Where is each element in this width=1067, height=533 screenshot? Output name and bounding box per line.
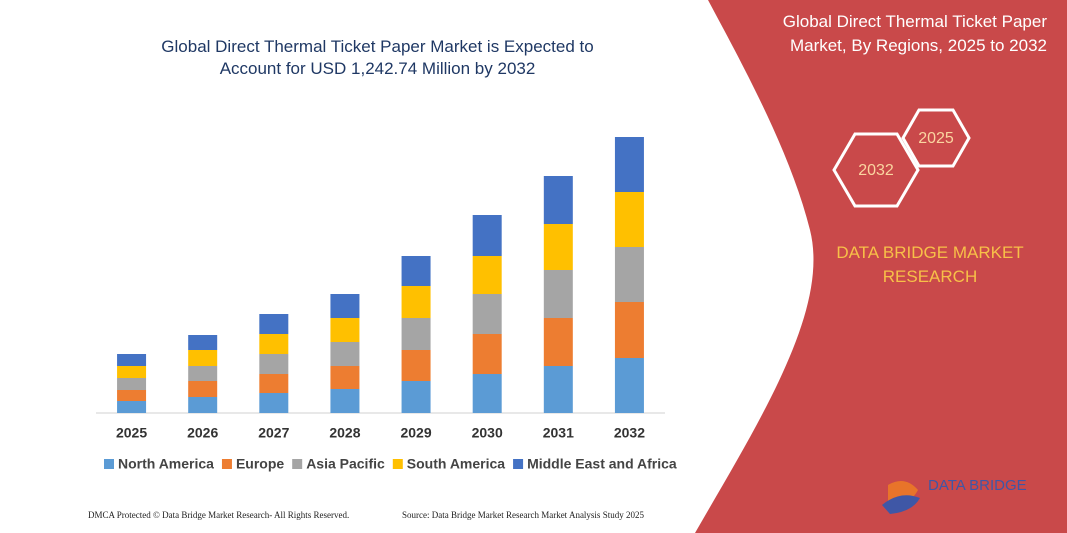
- hexagon-label: 2032: [858, 162, 894, 179]
- legend-label: Asia Pacific: [306, 456, 385, 472]
- x-tick-label: 2026: [187, 425, 218, 441]
- bar-segment: [543, 366, 573, 413]
- x-tick-label: 2025: [116, 425, 147, 441]
- x-tick-label: 2031: [543, 425, 574, 441]
- bar-segment: [330, 318, 360, 342]
- footer-right: Source: Data Bridge Market Research Mark…: [402, 510, 644, 520]
- bar-segment: [401, 381, 431, 413]
- bar-segment: [401, 286, 431, 318]
- legend-swatch: [392, 459, 403, 469]
- bar-segment: [401, 350, 431, 381]
- legend-label: North America: [118, 456, 214, 472]
- legend-swatch: [292, 459, 303, 469]
- x-tick-label: 2029: [400, 425, 431, 441]
- hexagon-label: 2025: [918, 130, 954, 147]
- x-tick-label: 2030: [472, 425, 503, 441]
- legend-swatch: [221, 459, 232, 469]
- bar-segment: [117, 354, 147, 366]
- bar-segment: [614, 192, 644, 247]
- hexagon: [832, 132, 920, 208]
- bar-segment: [472, 334, 502, 374]
- bar-segment: [472, 215, 502, 256]
- bar-segment: [117, 401, 147, 413]
- x-tick-label: 2032: [614, 425, 645, 441]
- bar-segment: [472, 256, 502, 294]
- legend-label: Middle East and Africa: [527, 456, 677, 472]
- bar-segment: [188, 350, 218, 366]
- bar-segment: [543, 318, 573, 366]
- legend-swatch: [513, 459, 524, 469]
- x-tick-label: 2027: [258, 425, 289, 441]
- bar-segment: [259, 334, 289, 354]
- bar-segment: [259, 314, 289, 334]
- bar-segment: [259, 354, 289, 374]
- bar-segment: [614, 137, 644, 192]
- bar-segment: [188, 335, 218, 350]
- bar-segment: [188, 397, 218, 413]
- logo-text: DATA BRIDGE: [928, 477, 1027, 494]
- bar-segment: [614, 358, 644, 413]
- bar-segment: [543, 270, 573, 318]
- hexagon: [901, 108, 971, 168]
- bar-segment: [117, 378, 147, 390]
- logo-mark: [882, 495, 920, 514]
- footer-left: DMCA Protected © Data Bridge Market Rese…: [88, 510, 349, 520]
- bar-segment: [330, 366, 360, 389]
- bar-segment: [117, 390, 147, 401]
- bar-segment: [543, 176, 573, 224]
- bar-segment: [188, 381, 218, 397]
- bar-segment: [188, 366, 218, 381]
- legend-swatch: [104, 459, 114, 469]
- legend-label: Europe: [236, 456, 284, 472]
- legend-label: South America: [407, 456, 505, 472]
- bar-segment: [330, 294, 360, 318]
- red-panel: [695, 0, 1067, 533]
- chart-title: Global Direct Thermal Ticket Paper Marke…: [161, 37, 594, 78]
- bar-segment: [472, 374, 502, 413]
- bar-segment: [543, 224, 573, 270]
- bar-segment: [614, 302, 644, 358]
- bar-segment: [330, 342, 360, 366]
- bar-segment: [259, 393, 289, 413]
- bar-segment: [401, 318, 431, 350]
- bar-segment: [330, 389, 360, 413]
- x-tick-label: 2028: [329, 425, 360, 441]
- brand: DATA BRIDGE MARKET RESEARCH: [836, 243, 1024, 286]
- bar-segment: [117, 366, 147, 378]
- panel-title: Global Direct Thermal Ticket Paper Marke…: [782, 12, 1047, 55]
- bar-segment: [614, 247, 644, 302]
- bar-segment: [401, 256, 431, 286]
- bar-segment: [472, 294, 502, 334]
- bar-segment: [259, 374, 289, 393]
